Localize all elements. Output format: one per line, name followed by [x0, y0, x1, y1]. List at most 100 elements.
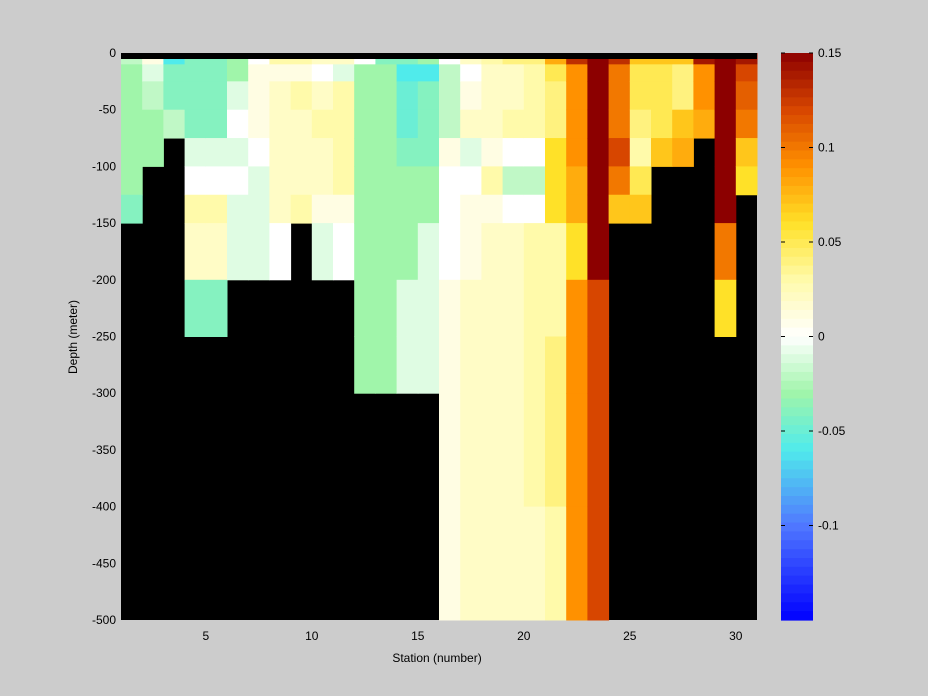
x-tick-label: 10 — [305, 629, 319, 643]
heatmap-cell — [184, 138, 207, 167]
heatmap-cell — [608, 166, 631, 196]
colorbar-tick-label: 0.1 — [818, 141, 835, 155]
heatmap-cell — [629, 64, 652, 82]
heatmap-cell — [248, 81, 270, 111]
heatmap-cell — [142, 64, 164, 82]
heatmap-cell — [248, 138, 270, 167]
colorbar-segment — [781, 150, 813, 160]
heatmap-cell — [439, 194, 461, 224]
heatmap-cell — [121, 194, 143, 224]
heatmap-cell — [587, 81, 610, 111]
heatmap-cell — [439, 166, 461, 196]
heatmap-cell — [481, 64, 504, 82]
heatmap-cell — [375, 194, 398, 224]
colorbar-segment — [781, 283, 813, 293]
heatmap-cell — [184, 109, 207, 139]
heatmap-cell — [184, 81, 207, 111]
heatmap-cell — [396, 64, 419, 82]
heatmap-cell — [587, 109, 610, 139]
plot-axes: 5 10 15 20 25 30 0 -50 -100 -150 -200 -250 -300 -350… — [66, 46, 758, 665]
heatmap-cell — [417, 109, 440, 139]
heatmap-cell — [735, 64, 758, 82]
colorbar-segment — [781, 513, 813, 524]
heatmap-cell — [672, 138, 694, 167]
heatmap-cell — [651, 64, 673, 82]
heatmap-cell — [354, 81, 376, 111]
heatmap-cell — [566, 64, 588, 82]
heatmap-cell — [333, 109, 355, 139]
colorbar-segment — [781, 159, 813, 169]
heatmap-cell — [566, 109, 588, 139]
heatmap-cell — [333, 194, 355, 224]
heatmap-cell — [481, 194, 504, 224]
heatmap-cell — [545, 138, 567, 167]
heatmap-cell — [629, 81, 652, 111]
colorbar-segment — [781, 451, 813, 462]
colorbar-segment — [781, 327, 813, 338]
heatmap-cell — [714, 81, 737, 111]
heatmap-cell — [587, 64, 610, 82]
heatmap-cell — [311, 64, 334, 82]
colorbar-segment — [781, 309, 813, 320]
colorbar-segment — [781, 380, 813, 391]
heatmap-cell — [545, 81, 567, 111]
y-tick-label: -200 — [92, 273, 116, 287]
heatmap-cell — [460, 138, 482, 167]
colorbar-segment — [781, 371, 813, 382]
heatmap-cell — [248, 64, 270, 82]
heatmap-cell — [142, 138, 164, 167]
heatmap-cell — [629, 194, 652, 224]
heatmap-cell — [523, 166, 546, 196]
heatmap-cell — [714, 109, 737, 139]
heatmap-cell — [375, 138, 398, 167]
heatmap-cell — [672, 81, 694, 111]
heatmap-cell — [417, 223, 440, 281]
heatmap-cell — [608, 109, 631, 139]
heatmap-cell — [523, 194, 546, 224]
heatmap-cell — [311, 223, 334, 281]
heatmap-cell — [481, 336, 504, 394]
heatmap-cell — [227, 138, 249, 167]
heatmap-cell — [396, 166, 419, 196]
heatmap-cell — [205, 81, 228, 111]
heatmap-cell — [714, 279, 737, 337]
colorbar-segment — [781, 61, 813, 72]
heatmap-cell — [481, 506, 504, 621]
colorbar-segment — [781, 141, 813, 152]
heatmap-cell — [439, 64, 461, 82]
heatmap-cell — [545, 223, 567, 281]
heatmap-cell — [502, 166, 525, 196]
heatmap-cell — [248, 223, 270, 281]
heatmap-cell — [481, 279, 504, 337]
colorbar-segment — [781, 593, 813, 603]
heatmap-cell — [735, 138, 758, 167]
heatmap-cell — [439, 506, 461, 621]
heatmap-cell — [439, 279, 461, 337]
heatmap-cell — [460, 393, 482, 508]
y-tick-label: -300 — [92, 386, 116, 400]
heatmap-cell — [545, 393, 567, 508]
colorbar-segment — [781, 132, 813, 143]
heatmap-cell — [227, 166, 249, 196]
x-tick-label: 15 — [411, 629, 425, 643]
colorbar-segment — [781, 70, 813, 81]
heatmap-cell — [481, 138, 504, 167]
heatmap-cell — [417, 166, 440, 196]
heatmap-cell — [375, 279, 398, 337]
heatmap-cell — [396, 279, 419, 337]
heatmap-cell — [481, 223, 504, 281]
heatmap-cell — [184, 279, 207, 337]
heatmap-cell — [693, 81, 716, 111]
heatmap-cell — [523, 109, 546, 139]
heatmap-cell — [714, 64, 737, 82]
heatmap-cell — [205, 166, 228, 196]
heatmap-cell — [608, 64, 631, 82]
colorbar-segment — [781, 292, 813, 302]
heatmap-cell — [545, 336, 567, 394]
colorbar-segment — [781, 442, 813, 453]
colorbar-segment — [781, 575, 813, 586]
heatmap-cell — [460, 279, 482, 337]
heatmap-cell — [248, 166, 270, 196]
heatmap-cell — [375, 81, 398, 111]
heatmap-cell — [545, 64, 567, 82]
